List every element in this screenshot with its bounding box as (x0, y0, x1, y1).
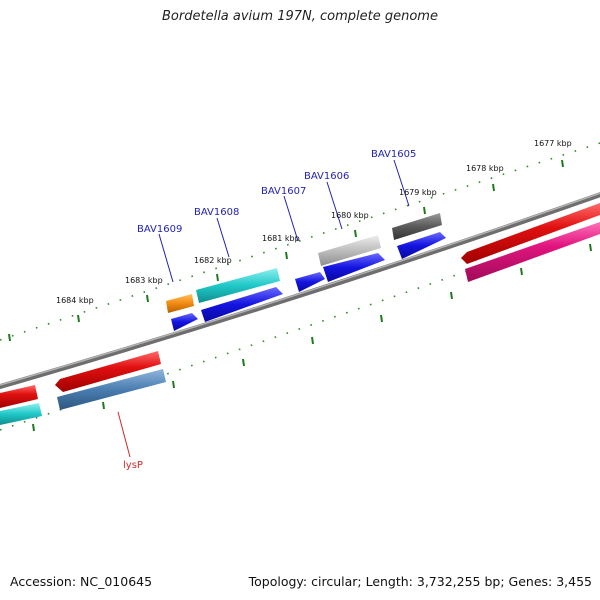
tick-label: 1680 kbp (331, 211, 369, 220)
tick-label: 1681 kbp (262, 234, 300, 243)
gene-blue-3[interactable] (295, 272, 325, 292)
accession-text: Accession: NC_010645 (10, 574, 153, 589)
major-ticks-outer (8, 159, 564, 342)
gene-label-bav1609[interactable]: BAV1609 (137, 224, 182, 235)
gene-label-bav1607[interactable]: BAV1607 (261, 186, 306, 197)
map-title: Bordetella avium 197N, complete genome (162, 9, 438, 24)
gene-bav1609[interactable] (166, 294, 194, 313)
gene-label-bav1608[interactable]: BAV1608 (194, 207, 239, 218)
outer-scale-ring (0, 142, 600, 341)
major-ticks-inner (32, 243, 592, 432)
gene-blue-2[interactable] (323, 253, 385, 282)
gene-label-leaders (117, 159, 410, 458)
gene-steel-blue[interactable] (57, 369, 166, 410)
genome-summary-text: Topology: circular; Length: 3,732,255 bp… (248, 574, 592, 589)
gene-lysp[interactable] (55, 351, 161, 392)
gene-bav1605[interactable] (392, 213, 442, 240)
gene-bav1606[interactable] (318, 235, 381, 266)
gene-label-bav1605[interactable]: BAV1605 (371, 149, 416, 160)
tick-label: 1684 kbp (56, 296, 94, 305)
gene-cyan-left[interactable] (0, 403, 42, 425)
tick-label: 1677 kbp (534, 139, 572, 148)
gene-red-left[interactable] (0, 385, 38, 408)
gene-blue-1[interactable] (397, 232, 446, 259)
gene-label-lysp[interactable]: lysP (123, 460, 143, 471)
gene-magenta-right[interactable] (465, 222, 600, 282)
tick-label: 1678 kbp (466, 164, 504, 173)
genome-backbone (0, 192, 600, 390)
gene-label-bav1606[interactable]: BAV1606 (304, 171, 349, 182)
gene-blue-4[interactable] (201, 287, 283, 322)
tick-label: 1683 kbp (125, 276, 163, 285)
gene-red-right[interactable] (461, 203, 600, 264)
gene-bav1608[interactable] (196, 268, 280, 303)
tick-label: 1679 kbp (399, 188, 437, 197)
gene-blue-5[interactable] (171, 313, 198, 331)
tick-label: 1682 kbp (194, 256, 232, 265)
